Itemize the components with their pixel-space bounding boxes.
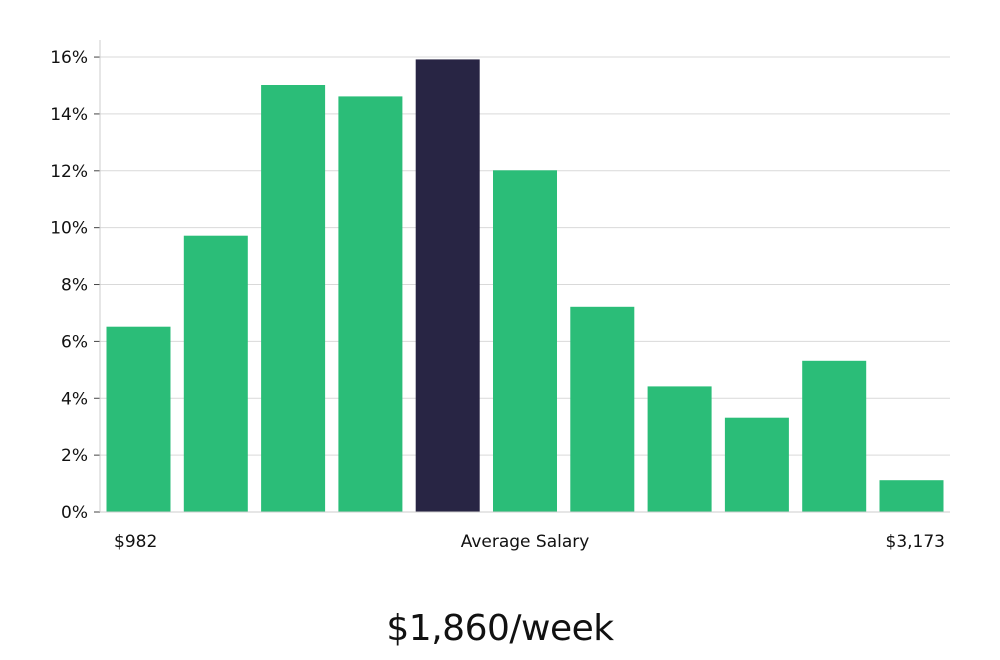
bar-2 <box>183 235 248 513</box>
bar-6 <box>493 170 557 513</box>
x-min-label: $982 <box>114 532 157 552</box>
y-tick-label-8: 8% <box>61 276 88 296</box>
y-tick-label-16: 16% <box>50 48 88 68</box>
axes <box>94 40 950 513</box>
bars <box>106 59 944 513</box>
y-tick-label-0: 0% <box>61 503 88 523</box>
bar-8 <box>647 386 712 513</box>
salary-histogram: 0% 2% 4% 6% 8% 10% 12% 14% 16% $982 Average Sala… <box>50 40 950 552</box>
y-tick-label-2: 2% <box>61 446 88 466</box>
y-tick-label-6: 6% <box>61 332 88 352</box>
bar-1 <box>106 326 171 513</box>
bar-4 <box>338 96 403 513</box>
y-tick-label-4: 4% <box>61 389 88 409</box>
y-tick-labels: 0% 2% 4% 6% 8% 10% 12% 14% 16% <box>50 48 88 523</box>
bar-average <box>415 59 480 513</box>
y-tick-label-10: 10% <box>50 219 88 239</box>
bar-10 <box>802 360 867 513</box>
y-tick-label-14: 14% <box>50 105 88 125</box>
bar-3 <box>261 85 326 513</box>
y-tick-label-12: 12% <box>50 162 88 182</box>
bar-7 <box>570 306 635 513</box>
bar-9 <box>724 417 789 513</box>
salary-headline: $1,860/week <box>386 608 614 649</box>
x-center-label: Average Salary <box>461 532 590 552</box>
bar-11 <box>879 480 944 513</box>
x-max-label: $3,173 <box>886 532 945 552</box>
